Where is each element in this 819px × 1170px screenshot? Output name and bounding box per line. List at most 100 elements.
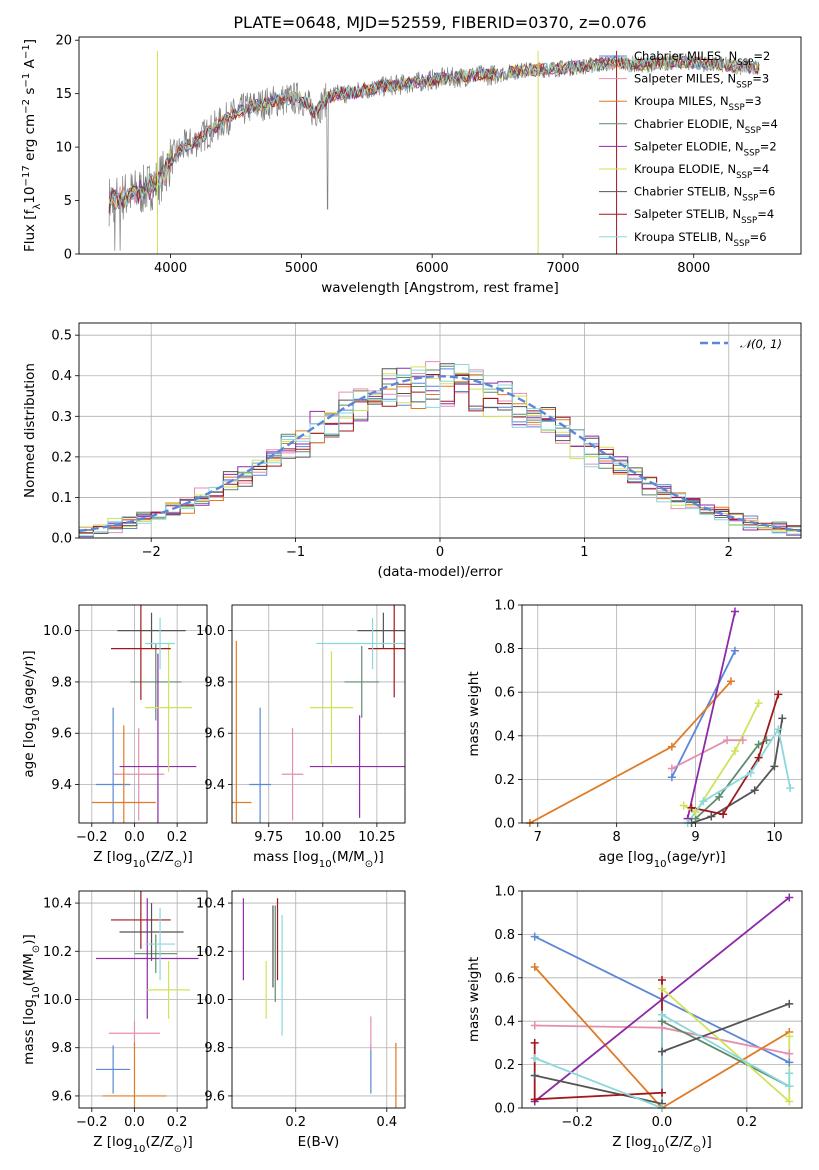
- series-marker-salpeter_miles: [738, 736, 747, 745]
- series-marker-chabrier_stelib: [785, 999, 794, 1008]
- x-tick-label: 9.75: [254, 830, 283, 845]
- y-tick-label: 10.4: [43, 897, 72, 912]
- spectrum-model-salpeter_stelib: [108, 53, 760, 214]
- y-tick-label: 1.0: [494, 885, 515, 900]
- y-tick-label: 0.3: [51, 410, 72, 425]
- x-axis-label: Z [log10(Z/Z⊙)]: [93, 1134, 193, 1155]
- chart-residuals: −2 −1 0 1 2 0.0 0.1 0.2 0.3 0.4 0.5 (data-model)/er…: [22, 322, 802, 580]
- chart-massweight_vs_Z: −0.2 0.0 0.2 0.0 0.2 0.4 0.6 0.8 1.0 Z [log10(Z/Z…: [466, 885, 803, 1155]
- plot-area: [522, 891, 802, 1108]
- axes-frame: [78, 890, 208, 1109]
- chart-mass_vs_ebv: 0.2 0.4 9.6 9.8 10.0 10.2 10.4 E(B-V): [196, 890, 406, 1150]
- y-tick-label: 0.4: [51, 369, 72, 384]
- plot-area: [108, 50, 760, 254]
- series-marker-salpeter_elodie: [730, 607, 739, 616]
- series-marker-chabrier_elodie: [762, 736, 771, 745]
- x-tick-label: 9: [691, 830, 699, 845]
- series-marker-chabrier_stelib: [658, 1047, 666, 1056]
- y-tick-label: 10.4: [196, 897, 225, 912]
- series-marker-chabrier_stelib: [778, 714, 787, 723]
- x-tick-label: −0.2: [561, 1115, 593, 1130]
- x-tick-label: 2: [725, 545, 733, 560]
- y-tick-label: 10.0: [196, 624, 225, 639]
- x-tick-label: 1: [580, 545, 588, 560]
- y-tick-label: 10.0: [43, 993, 72, 1008]
- x-tick-label: 7000: [546, 261, 579, 276]
- y-axis-label: Flux [fλ10−17 erg cm−2 s−1 A−1]: [21, 39, 43, 252]
- y-tick-label: 0.2: [51, 450, 72, 465]
- series-marker-salpeter_stelib: [754, 753, 763, 762]
- y-tick-label: 9.6: [204, 727, 225, 742]
- y-tick-label: 0.0: [51, 532, 72, 547]
- legend-label: Kroupa ELODIE, NSSP=4: [634, 162, 769, 181]
- series-marker-chabrier_stelib: [707, 812, 716, 821]
- y-tick-label: 0.2: [494, 773, 515, 788]
- y-tick-label: 0.1: [51, 491, 72, 506]
- plot-area: [79, 323, 801, 538]
- legend-label: 𝒩(0, 1): [740, 337, 782, 351]
- legend-label: Kroupa STELIB, NSSP=6: [634, 230, 767, 249]
- y-tick-label: 9.4: [204, 778, 225, 793]
- y-tick-label: 0.6: [494, 686, 515, 701]
- y-axis-label: age [log10(age/yr)]: [21, 650, 42, 777]
- series-marker-chabrier_miles: [730, 646, 739, 655]
- series-marker-chabrier_elodie: [715, 792, 724, 801]
- plot-area: [232, 605, 405, 823]
- y-tick-label: 9.4: [51, 778, 72, 793]
- series-marker-salpeter_miles: [785, 1049, 794, 1058]
- x-tick-label: −0.2: [76, 830, 108, 845]
- y-tick-label: 0.5: [51, 329, 72, 344]
- series-marker-salpeter_miles: [530, 1021, 539, 1030]
- y-axis-label: mass [log10(M/M⊙)]: [21, 934, 42, 1065]
- y-tick-label: 0.4: [494, 1015, 515, 1030]
- series-marker-salpeter_miles: [667, 764, 676, 773]
- series-marker-kroupa_stelib: [746, 768, 755, 777]
- series-marker-salpeter_stelib: [658, 1088, 666, 1097]
- y-tick-label: 9.8: [204, 675, 225, 690]
- x-axis-label: (data-model)/error: [377, 564, 503, 580]
- chart-age_vs_Z: −0.2 0.0 0.2 9.4 9.6 9.8 10.0 Z [log10(Z/Z⊙)] ag…: [21, 604, 208, 870]
- series-marker-kroupa_stelib: [786, 784, 795, 793]
- axes-frame: [521, 604, 803, 824]
- y-tick-label: 1.0: [494, 599, 515, 614]
- chart-title: PLATE=0648, MJD=52559, FIBERID=0370, z=0…: [233, 13, 646, 32]
- x-tick-label: 0: [436, 545, 444, 560]
- series-marker-kroupa_elodie: [730, 747, 739, 756]
- y-tick-label: 0: [64, 248, 72, 263]
- x-tick-label: 4000: [154, 261, 187, 276]
- x-axis-label: E(B-V): [298, 1134, 340, 1150]
- legend-label: Salpeter MILES, NSSP=3: [634, 72, 769, 91]
- axes-frame: [521, 890, 803, 1109]
- x-tick-label: 8000: [677, 261, 710, 276]
- x-axis-label: Z [log10(Z/Z⊙)]: [93, 849, 193, 870]
- y-tick-label: 0.4: [494, 729, 515, 744]
- x-axis-label: mass [log10(M/M⊙)]: [253, 849, 384, 870]
- series-marker-chabrier_elodie: [754, 740, 763, 749]
- y-tick-label: 10.0: [43, 624, 72, 639]
- x-axis-label: wavelength [Angstrom, rest frame]: [321, 280, 559, 296]
- chart-age_vs_mass: 9.75 10.00 10.25 9.4 9.6 9.8 10.0 mass [log10(M…: [196, 604, 406, 870]
- x-tick-label: 8: [613, 830, 621, 845]
- series-marker-chabrier_miles: [530, 932, 539, 941]
- y-tick-label: 0.2: [494, 1058, 515, 1073]
- x-tick-label: 0.0: [652, 1115, 673, 1130]
- plot-area: [79, 891, 207, 1108]
- series-marker-kroupa_stelib: [785, 1082, 794, 1091]
- y-tick-label: 0.0: [494, 817, 515, 832]
- y-tick-label: 9.8: [204, 1041, 225, 1056]
- series-marker-chabrier_stelib: [530, 1071, 539, 1080]
- series-marker-chabrier_miles: [667, 773, 676, 782]
- x-tick-label: 10: [766, 830, 783, 845]
- x-tick-label: 0.2: [737, 1115, 758, 1130]
- series-marker-kroupa_stelib: [530, 1054, 539, 1063]
- x-tick-label: 5000: [285, 261, 318, 276]
- series-marker-kroupa_stelib: [699, 797, 708, 806]
- legend-label: Chabrier ELODIE, NSSP=4: [634, 117, 778, 136]
- series-marker-kroupa_stelib: [785, 1069, 794, 1078]
- y-tick-label: 9.6: [51, 1089, 72, 1104]
- y-tick-label: 20: [55, 34, 72, 49]
- series-marker-kroupa_elodie: [679, 801, 688, 810]
- series-line-chabrier_miles: [671, 650, 736, 778]
- plot-area: [232, 891, 405, 1108]
